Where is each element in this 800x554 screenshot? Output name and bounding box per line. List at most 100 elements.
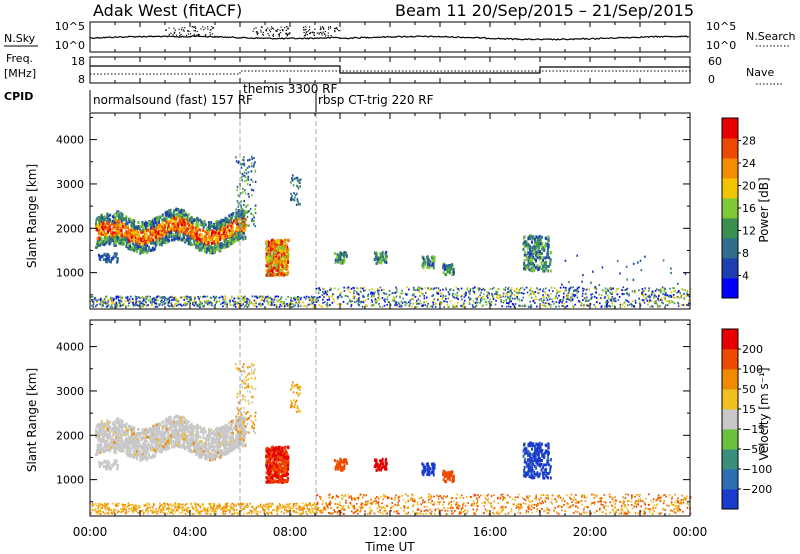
power-cell <box>489 298 491 301</box>
power-cell <box>568 290 571 293</box>
power-cell <box>419 295 421 297</box>
power-cell <box>210 249 212 253</box>
power-cell <box>505 298 508 301</box>
power-cell <box>366 304 368 307</box>
power-cell <box>543 304 545 307</box>
freq-left-label-2: [MHz] <box>4 67 36 80</box>
power-cell <box>251 295 254 298</box>
power-cell <box>379 305 381 308</box>
power-cell <box>213 246 216 250</box>
power-cell <box>180 221 183 225</box>
power-cell <box>153 300 156 303</box>
power-cell <box>539 242 542 246</box>
power-cell <box>337 297 339 300</box>
power-cell <box>225 238 228 242</box>
power-cell <box>214 297 216 300</box>
power-cell <box>118 230 121 234</box>
power-cell <box>508 290 510 293</box>
velocity-cell <box>145 509 147 512</box>
power-cell <box>107 303 110 305</box>
velocity-cell <box>546 509 549 512</box>
power-cell <box>132 299 134 302</box>
power-cell <box>534 245 537 249</box>
power-cell <box>95 218 98 222</box>
velocity-cell <box>242 512 245 515</box>
power-cell <box>291 177 293 180</box>
power-cell <box>581 287 584 290</box>
power-cell <box>241 217 243 220</box>
power-cell <box>247 210 249 213</box>
power-cell <box>172 298 174 301</box>
power-cell <box>685 295 687 297</box>
power-cell <box>535 298 537 301</box>
power-cell <box>199 301 202 304</box>
power-cell <box>198 304 201 306</box>
power-cell <box>305 297 307 300</box>
power-cell <box>281 264 284 268</box>
cb1-swatch-4 <box>722 198 738 219</box>
power-cell <box>573 294 576 296</box>
power-cell <box>683 303 686 306</box>
power-cell <box>460 305 462 307</box>
power-cell <box>644 255 646 258</box>
power-cell <box>208 230 211 234</box>
power-cell <box>294 177 297 180</box>
velocity-cell <box>193 513 196 515</box>
velocity-cell <box>516 503 519 506</box>
velocity-cell <box>307 510 310 513</box>
velocity-cell <box>655 499 657 502</box>
power-cell <box>121 238 124 242</box>
power-cell <box>249 207 252 211</box>
power-cell <box>527 237 530 241</box>
power-cell <box>210 302 212 304</box>
power-cell <box>468 303 471 305</box>
power-cell <box>122 240 125 244</box>
power-cell <box>505 292 507 295</box>
power-cell <box>343 260 346 264</box>
power-cell <box>272 273 275 277</box>
velocity-cell <box>597 500 599 503</box>
cb1-tick-1: 8 <box>742 247 749 260</box>
power-cell <box>206 227 209 231</box>
power-cell <box>534 295 537 298</box>
power-cell <box>356 291 358 294</box>
power-cell <box>206 231 209 235</box>
power-cell <box>454 296 456 299</box>
power-cell <box>113 231 115 235</box>
power-cell <box>277 251 280 255</box>
power-cell <box>195 304 198 307</box>
power-cell <box>105 241 107 245</box>
power-cell <box>134 228 137 232</box>
cpid-program-rbsp: rbsp CT-trig 220 RF <box>318 93 434 107</box>
power-cell <box>509 298 511 300</box>
power-cell <box>406 292 409 295</box>
power-cell <box>203 295 205 298</box>
power-cell <box>237 302 240 304</box>
power-cell <box>252 189 255 192</box>
power-cell <box>164 240 167 244</box>
power-cell <box>524 251 526 255</box>
power-cell <box>460 295 463 298</box>
power-cell <box>479 294 481 297</box>
power-cell <box>330 288 333 291</box>
velocity-cell <box>558 504 560 507</box>
power-cell <box>123 302 125 305</box>
velocity-cell <box>477 494 479 497</box>
power-cell <box>187 221 190 225</box>
power-cell <box>278 238 281 242</box>
power-cell <box>649 306 651 308</box>
power-cell <box>491 295 494 298</box>
velocity-cell <box>413 500 416 503</box>
power-cell <box>129 300 132 303</box>
power-cell <box>337 288 340 291</box>
power-cell <box>362 301 365 304</box>
power-cell <box>658 306 661 308</box>
power-cell <box>183 298 185 301</box>
power-cell <box>119 295 121 298</box>
power-cell <box>547 244 550 248</box>
power-cell <box>154 244 157 248</box>
power-cell <box>114 241 117 245</box>
power-cell <box>479 301 481 304</box>
power-cell <box>275 295 278 298</box>
velocity-cell <box>341 494 343 497</box>
